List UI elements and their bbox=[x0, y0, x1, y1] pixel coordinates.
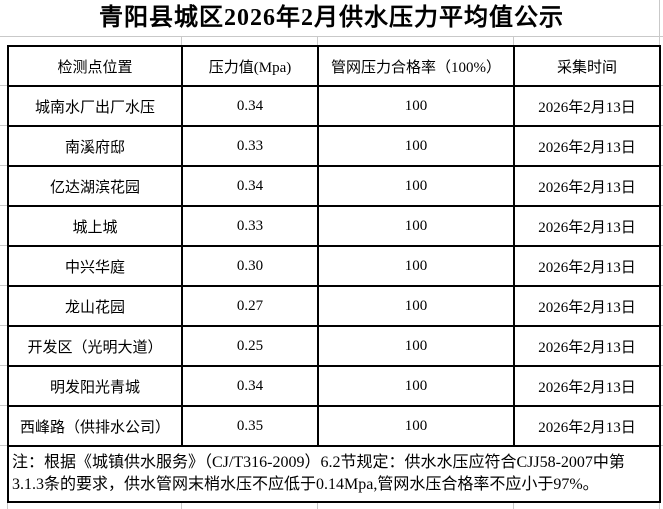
col-header-pass-rate: 管网压力合格率（100%） bbox=[317, 45, 515, 87]
cell-date: 2026年2月13日 bbox=[513, 405, 661, 447]
cell-pressure: 0.30 bbox=[181, 245, 319, 287]
cell-pressure: 0.34 bbox=[181, 165, 319, 207]
gridline bbox=[659, 285, 663, 286]
cell-pass-rate: 100 bbox=[317, 365, 515, 407]
cell-date: 2026年2月13日 bbox=[513, 205, 661, 247]
col-header-pressure: 压力值(Mpa) bbox=[181, 45, 319, 87]
note-row: 注：根据《城镇供水服务》（CJ/T316-2009）6.2节规定：供水水压应符合… bbox=[7, 445, 661, 503]
gridline bbox=[659, 205, 663, 206]
page-title: 青阳县城区2026年2月供水压力平均值公示 bbox=[99, 5, 564, 31]
gridline bbox=[659, 325, 663, 326]
gridline bbox=[659, 245, 663, 246]
col-header-location: 检测点位置 bbox=[7, 45, 183, 87]
cell-location: 龙山花园 bbox=[7, 285, 183, 327]
gridline bbox=[513, 36, 514, 45]
cell-location: 开发区（光明大道） bbox=[7, 325, 183, 367]
cell-location: 南溪府邸 bbox=[7, 125, 183, 167]
table-row: 龙山花园 0.27 100 2026年2月13日 bbox=[7, 285, 661, 327]
cell-pressure: 0.34 bbox=[181, 85, 319, 127]
footnote: 注：根据《城镇供水服务》（CJ/T316-2009）6.2节规定：供水水压应符合… bbox=[7, 445, 661, 503]
table-row: 亿达湖滨花园 0.34 100 2026年2月13日 bbox=[7, 165, 661, 207]
cell-pressure: 0.27 bbox=[181, 285, 319, 327]
cell-date: 2026年2月13日 bbox=[513, 165, 661, 207]
cell-date: 2026年2月13日 bbox=[513, 285, 661, 327]
cell-location: 城南水厂出厂水压 bbox=[7, 85, 183, 127]
cell-date: 2026年2月13日 bbox=[513, 325, 661, 367]
cell-pass-rate: 100 bbox=[317, 125, 515, 167]
gridline bbox=[317, 36, 318, 45]
table-row: 西峰路（供排水公司） 0.35 100 2026年2月13日 bbox=[7, 405, 661, 447]
cell-location: 亿达湖滨花园 bbox=[7, 165, 183, 207]
gridline bbox=[659, 165, 663, 166]
gridline bbox=[659, 0, 660, 45]
cell-pressure: 0.25 bbox=[181, 325, 319, 367]
col-header-date: 采集时间 bbox=[513, 45, 661, 87]
cell-date: 2026年2月13日 bbox=[513, 365, 661, 407]
gridline bbox=[317, 501, 318, 509]
table-row: 南溪府邸 0.33 100 2026年2月13日 bbox=[7, 125, 661, 167]
cell-location: 城上城 bbox=[7, 205, 183, 247]
gridline bbox=[0, 85, 7, 86]
gridline bbox=[659, 365, 663, 366]
table-row: 中兴华庭 0.30 100 2026年2月13日 bbox=[7, 245, 661, 287]
gridline bbox=[181, 36, 182, 45]
gridline bbox=[0, 125, 7, 126]
gridline bbox=[0, 325, 7, 326]
gridline bbox=[513, 501, 514, 509]
cell-location: 西峰路（供排水公司） bbox=[7, 405, 183, 447]
pressure-table: 检测点位置 压力值(Mpa) 管网压力合格率（100%） 采集时间 城南水厂出厂… bbox=[7, 45, 661, 503]
gridline bbox=[0, 285, 7, 286]
cell-pressure: 0.35 bbox=[181, 405, 319, 447]
table-row: 开发区（光明大道） 0.25 100 2026年2月13日 bbox=[7, 325, 661, 367]
gridline bbox=[0, 245, 7, 246]
cell-pass-rate: 100 bbox=[317, 205, 515, 247]
cell-location: 明发阳光青城 bbox=[7, 365, 183, 407]
cell-pressure: 0.33 bbox=[181, 205, 319, 247]
cell-pass-rate: 100 bbox=[317, 165, 515, 207]
cell-pass-rate: 100 bbox=[317, 245, 515, 287]
cell-pressure: 0.34 bbox=[181, 365, 319, 407]
gridline bbox=[7, 501, 8, 509]
gridline bbox=[0, 405, 7, 406]
gridline bbox=[659, 405, 663, 406]
table-row: 城上城 0.33 100 2026年2月13日 bbox=[7, 205, 661, 247]
cell-pass-rate: 100 bbox=[317, 85, 515, 127]
gridline bbox=[659, 501, 660, 509]
table-row: 明发阳光青城 0.34 100 2026年2月13日 bbox=[7, 365, 661, 407]
cell-pass-rate: 100 bbox=[317, 405, 515, 447]
gridline bbox=[181, 501, 182, 509]
gridline bbox=[0, 445, 7, 446]
cell-pass-rate: 100 bbox=[317, 325, 515, 367]
table-row: 城南水厂出厂水压 0.34 100 2026年2月13日 bbox=[7, 85, 661, 127]
cell-date: 2026年2月13日 bbox=[513, 85, 661, 127]
gridline bbox=[0, 205, 7, 206]
gridline bbox=[0, 165, 7, 166]
cell-pressure: 0.33 bbox=[181, 125, 319, 167]
gridline bbox=[0, 36, 663, 37]
gridline bbox=[0, 365, 7, 366]
cell-pass-rate: 100 bbox=[317, 285, 515, 327]
cell-date: 2026年2月13日 bbox=[513, 125, 661, 167]
header-row: 检测点位置 压力值(Mpa) 管网压力合格率（100%） 采集时间 bbox=[7, 45, 661, 87]
gridline bbox=[659, 125, 663, 126]
cell-date: 2026年2月13日 bbox=[513, 245, 661, 287]
cell-location: 中兴华庭 bbox=[7, 245, 183, 287]
gridline bbox=[659, 85, 663, 86]
gridline bbox=[659, 445, 663, 446]
